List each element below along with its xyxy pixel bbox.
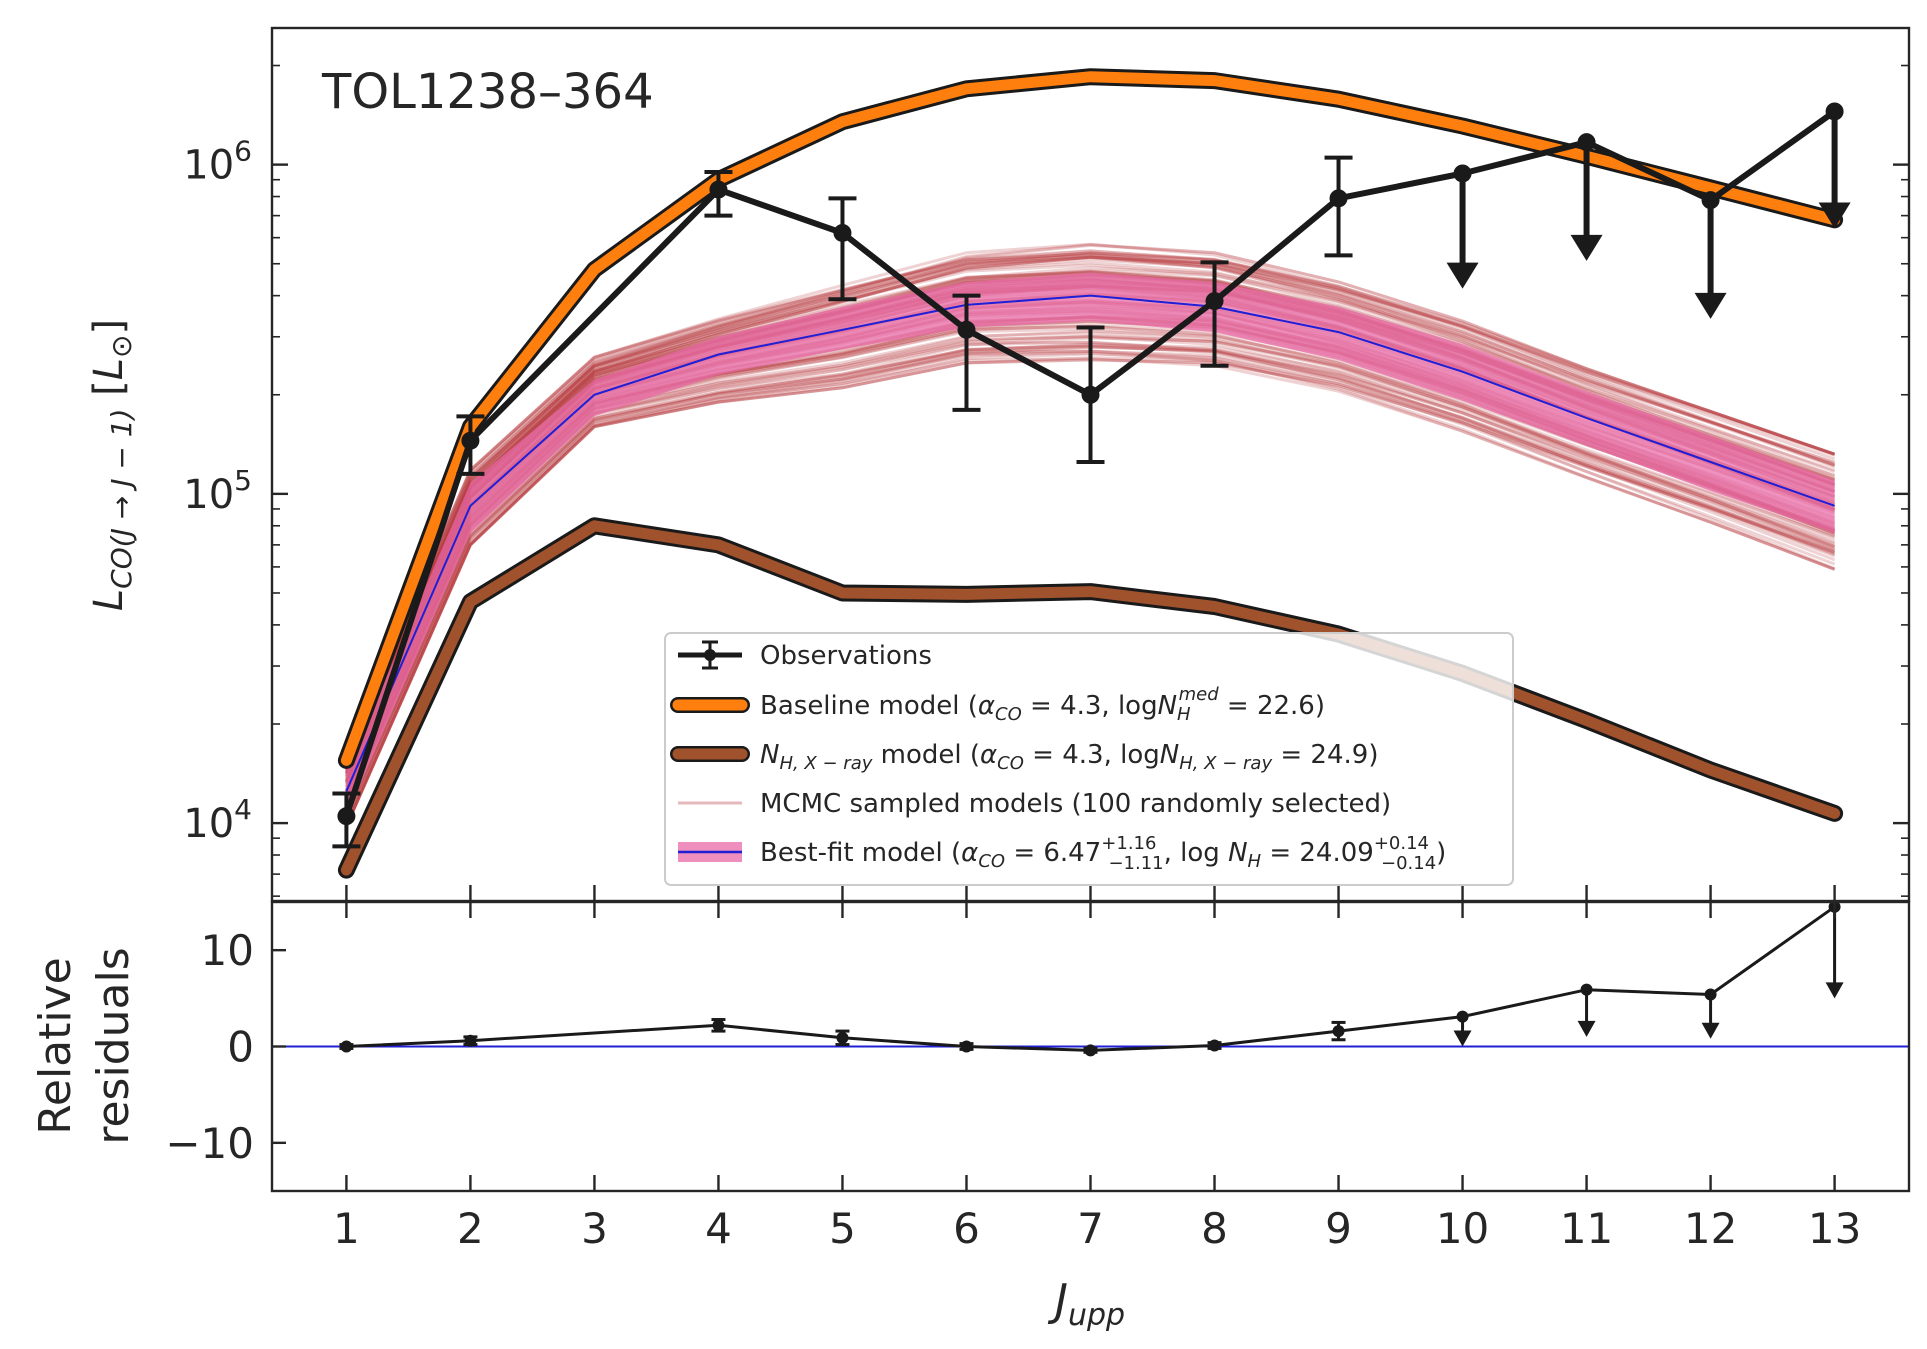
mcmc-sample-line	[345, 243, 1836, 769]
mcmc-sample-line	[345, 243, 1836, 770]
observation-point	[337, 807, 356, 826]
x-tick-label: 9	[1325, 1204, 1352, 1253]
upper-limit-arrow	[1570, 234, 1603, 261]
legend-entry-observations: Observations	[678, 640, 932, 671]
mcmc-sample-line	[345, 258, 1836, 770]
x-tick-label: 7	[1077, 1204, 1104, 1253]
mcmc-sample-line	[345, 251, 1836, 757]
mcmc-sample-line	[345, 251, 1836, 767]
x-tick-label: 8	[1201, 1204, 1228, 1253]
x-tick-label: 10	[1436, 1204, 1489, 1253]
upper-limit-arrow	[1818, 202, 1851, 229]
mcmc-sample-line	[345, 255, 1836, 775]
observations-line	[343, 109, 1837, 818]
residual-point	[1580, 983, 1593, 996]
observation-point	[1577, 133, 1596, 152]
res-y-tick-label: 10	[201, 926, 254, 975]
main-axis-ticks: 104 105 106	[183, 64, 1909, 901]
y-tick-label: 104	[183, 793, 252, 847]
observation-point	[709, 180, 728, 199]
observation-point	[1453, 164, 1472, 183]
upper-limit-arrow	[1694, 292, 1727, 319]
residual-point	[712, 1019, 725, 1032]
x-tick-label: 4	[705, 1204, 732, 1253]
nh-xray-model-line	[340, 520, 1841, 876]
x-tick-label: 11	[1560, 1204, 1613, 1253]
observation-point	[833, 223, 852, 242]
mcmc-sample-line	[345, 255, 1836, 775]
x-tick-label: 6	[953, 1204, 980, 1253]
mcmc-sample-line	[345, 249, 1836, 763]
mcmc-sample-line	[345, 261, 1836, 764]
bestfit-model-line	[345, 294, 1835, 792]
x-tick-label: 13	[1808, 1204, 1861, 1253]
residuals-line	[346, 905, 1836, 1052]
upper-limit-arrow	[1446, 262, 1479, 289]
svg-text:Baseline model (αCO = 4.3, log: Baseline model (αCO = 4.3, logNHmed = 22…	[760, 684, 1325, 725]
observation-point	[1825, 102, 1844, 121]
residual-limit-arrow	[1825, 982, 1844, 999]
legend: Observations Baseline model (αCO = 4.3, …	[664, 632, 1514, 886]
residual-point	[836, 1031, 849, 1044]
y-tick-label: 105	[183, 464, 252, 518]
residual-point	[1332, 1025, 1345, 1038]
y-tick-label: 106	[183, 135, 252, 189]
residual-limit-arrow	[1701, 1022, 1720, 1039]
residual-point	[1456, 1010, 1469, 1023]
mcmc-sample-line	[345, 255, 1836, 763]
legend-entry-bestfit: Best-fit model (αCO = 6.47+1.16 −1.11, lo…	[678, 833, 1446, 874]
svg-text:Observations: Observations	[760, 641, 932, 671]
residual-point	[1208, 1039, 1221, 1052]
mcmc-sample-line	[345, 253, 1836, 762]
residuals-ylabel-line2: residuals	[88, 947, 139, 1144]
x-tick-label: 5	[829, 1204, 856, 1253]
main-panel: 104 105 106 TOL1238–364 LCO(J → J − 1) [L⊙…	[86, 26, 1911, 903]
observation-point	[957, 320, 976, 339]
mcmc-sample-line	[345, 255, 1836, 759]
mcmc-sample-line	[345, 266, 1836, 781]
observation-point	[1205, 292, 1224, 311]
x-tick-label: 12	[1684, 1204, 1737, 1253]
mcmc-sample-line	[345, 252, 1836, 773]
residuals-ylabel-line1: Relative	[30, 957, 81, 1134]
svg-text:NH, X − ray model (αCO = 4.3,: NH, X − ray model (αCO = 4.3, logNH, X −…	[760, 740, 1378, 774]
residual-limit-arrow	[1453, 1030, 1472, 1047]
residual-point	[464, 1034, 477, 1047]
mcmc-sample-line	[345, 252, 1836, 757]
mcmc-sample-line	[345, 255, 1836, 766]
residuals-series	[339, 900, 1844, 1057]
residual-point	[1084, 1044, 1097, 1057]
svg-text:MCMC sampled models (100 rando: MCMC sampled models (100 randomly select…	[760, 789, 1391, 819]
residual-point	[340, 1040, 353, 1053]
legend-entry-mcmc: MCMC sampled models (100 randomly select…	[678, 789, 1391, 819]
legend-entry-nh-xray: NH, X − ray model (αCO = 4.3, logNH, X −…	[670, 740, 1378, 774]
residuals-xlabel: Jupp	[1047, 1275, 1125, 1333]
main-ylabel: LCO(J → J − 1) [L⊙]	[86, 319, 138, 611]
observation-point	[1701, 191, 1720, 210]
legend-entry-baseline: Baseline model (αCO = 4.3, logNHmed = 22…	[670, 684, 1325, 725]
observation-point	[1081, 385, 1100, 404]
observation-point	[1329, 189, 1348, 208]
res-y-tick-label: −10	[165, 1119, 254, 1168]
mcmc-sample-line	[345, 249, 1836, 759]
x-tick-label: 3	[581, 1204, 608, 1253]
res-y-tick-label: 0	[227, 1023, 254, 1072]
observations-series	[332, 102, 1851, 849]
residual-point	[960, 1040, 973, 1053]
residual-point	[1704, 988, 1717, 1001]
x-tick-label: 2	[457, 1204, 484, 1253]
x-tick-label: 1	[333, 1204, 360, 1253]
chart-title: TOL1238–364	[321, 64, 654, 120]
mcmc-sample-line	[345, 242, 1836, 757]
mcmc-sample-line	[345, 255, 1836, 774]
observation-point	[461, 431, 480, 450]
residual-limit-arrow	[1577, 1020, 1596, 1037]
mcmc-sample-line	[345, 251, 1836, 770]
legend-frame	[664, 632, 1514, 886]
